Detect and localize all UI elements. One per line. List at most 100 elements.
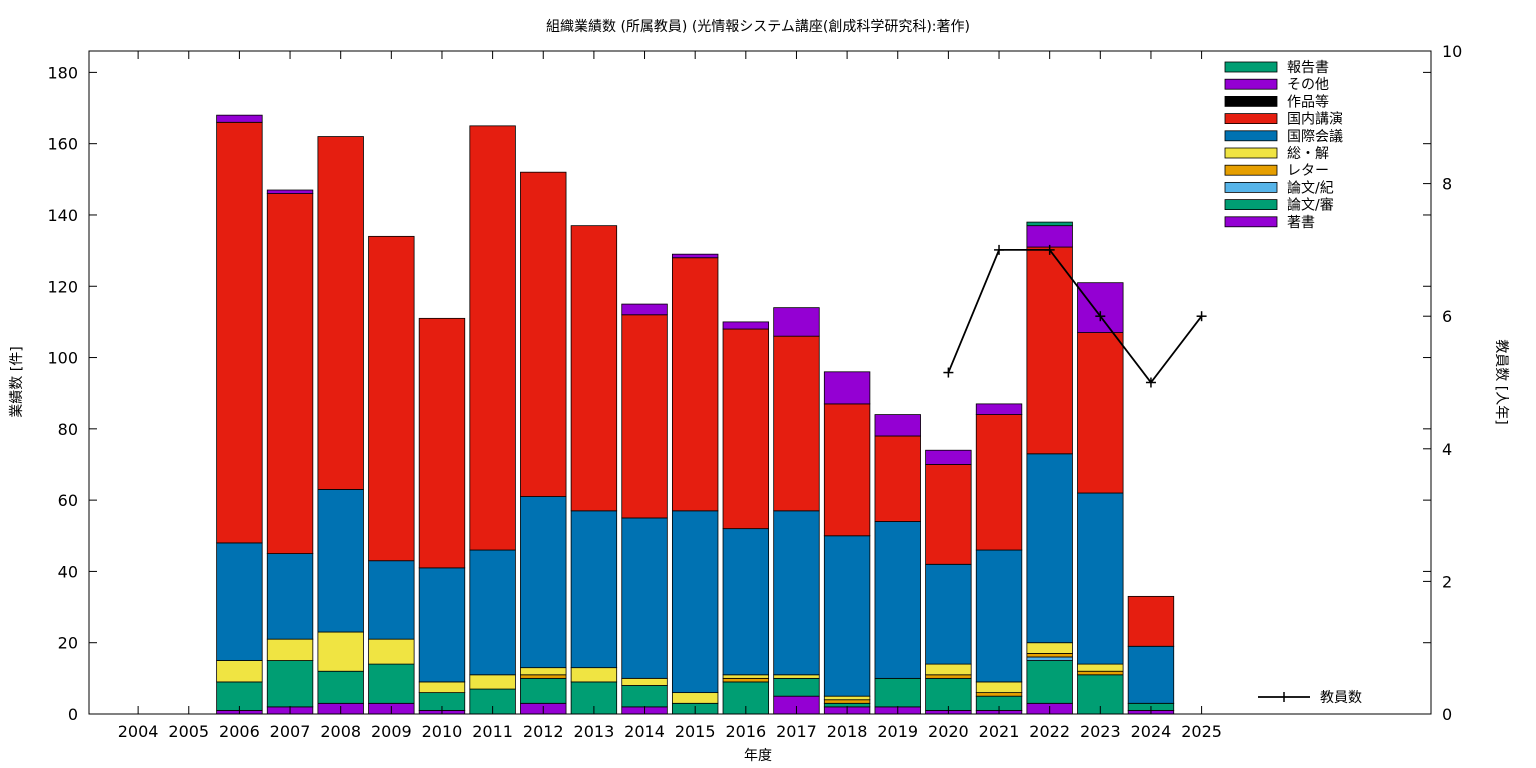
plot-area — [216, 114, 1207, 715]
bar-segment — [773, 677, 820, 697]
bar-segment — [1127, 645, 1175, 704]
legend-item: 報告書 — [1224, 60, 1329, 76]
bar-segment — [773, 335, 820, 512]
bar-segment — [317, 489, 364, 633]
bar-segment — [368, 560, 415, 640]
legend-item: 論文/紀 — [1224, 180, 1334, 196]
bar-segment — [317, 136, 364, 490]
bar-segment — [570, 510, 618, 669]
x-tick-label: 2009 — [371, 722, 412, 741]
bar-segment — [722, 328, 770, 530]
line-point — [1044, 244, 1055, 255]
bar-segment — [925, 449, 972, 465]
bar-segment — [1026, 225, 1073, 248]
bar-segment — [975, 692, 1023, 697]
bar-segment — [266, 193, 314, 554]
line-point — [943, 367, 954, 378]
legend-label: その他 — [1287, 77, 1329, 93]
bar-segment — [1026, 246, 1073, 455]
y2-tick-label: 4 — [1442, 440, 1452, 459]
bar-segment — [722, 528, 770, 676]
line-legend: 教員数 — [1258, 690, 1362, 706]
bar-segment — [469, 674, 516, 690]
y-tick-label: 140 — [47, 206, 78, 225]
bar-segment — [874, 521, 921, 679]
bar-segment — [368, 663, 415, 704]
bar-segment — [1026, 653, 1073, 658]
bar-segment — [671, 253, 719, 259]
bar-segment — [1026, 453, 1073, 644]
legend-label: 論文/紀 — [1287, 180, 1334, 196]
bar-segment — [520, 171, 567, 497]
bar-segment — [1077, 282, 1124, 333]
legend-item: 作品等 — [1224, 93, 1329, 110]
x-tick-label: 2011 — [472, 722, 513, 741]
y2-tick-label: 10 — [1442, 42, 1462, 61]
legend-item: 国際会議 — [1224, 128, 1343, 145]
bar-segment — [216, 681, 263, 711]
bar-segment — [317, 670, 364, 704]
bar-segment — [266, 553, 314, 640]
bar-segment — [773, 674, 820, 679]
legend-label: 論文/審 — [1287, 198, 1334, 214]
legend-label: 報告書 — [1287, 60, 1329, 76]
legend-swatch — [1224, 216, 1278, 228]
bar-segment — [975, 403, 1023, 415]
legend-swatch — [1224, 96, 1278, 107]
bar-segment — [823, 695, 871, 701]
x-tick-label: 2019 — [877, 722, 918, 741]
bar-segment — [671, 692, 719, 704]
bar-segment — [925, 563, 972, 665]
bar-segment — [216, 542, 263, 661]
bar-segment — [418, 317, 466, 569]
x-tick-label: 2022 — [1029, 722, 1070, 741]
legend-item: 論文/審 — [1224, 198, 1334, 214]
x-axis: 2004 2005 2006 2007 2008 2009 2010 2011 2012 2013… — [118, 51, 1222, 741]
bar-segment — [823, 535, 871, 697]
legend-item: 著書 — [1224, 215, 1315, 231]
bar-segment — [368, 235, 415, 562]
y2-tick-label: 6 — [1442, 307, 1452, 326]
bar-segment — [266, 660, 314, 708]
x-tick-label: 2025 — [1181, 722, 1222, 741]
bar-segment — [1026, 656, 1073, 661]
line-series-faculty — [947, 248, 1203, 384]
x-tick-label: 2012 — [523, 722, 564, 741]
y-tick-label: 0 — [68, 705, 78, 724]
bar-segment — [874, 435, 921, 522]
bar-segment — [621, 517, 668, 679]
legend-label: 著書 — [1287, 215, 1315, 231]
bar-segment — [621, 685, 668, 708]
y2-axis-label: 教員数 [人年] — [1493, 339, 1509, 424]
bar-segment — [266, 189, 314, 194]
bar-segment — [925, 674, 972, 679]
y-tick-label: 180 — [47, 63, 78, 82]
y-axis-label: 業績数 [件] — [9, 346, 25, 417]
bar-segment — [469, 549, 516, 676]
y-tick-label: 100 — [47, 349, 78, 368]
bar-segment — [1077, 332, 1124, 494]
x-tick-label: 2024 — [1131, 722, 1172, 741]
legend-swatch — [1224, 199, 1278, 211]
bar-segment — [975, 414, 1023, 551]
bar-segment — [1077, 670, 1124, 676]
x-tick-label: 2006 — [219, 722, 260, 741]
bar-segment — [418, 567, 466, 683]
x-tick-label: 2016 — [725, 722, 766, 741]
y2-tick-label: 0 — [1442, 705, 1452, 724]
bar-segment — [1026, 221, 1073, 227]
y-tick-label: 40 — [58, 562, 78, 581]
bar-segment — [520, 674, 567, 679]
bar-segment — [520, 677, 567, 704]
bar-segment — [469, 125, 516, 551]
bar-segment — [621, 314, 668, 519]
bar-segment — [1026, 660, 1073, 704]
legend-item: レター — [1224, 163, 1329, 179]
bar-segment — [368, 638, 415, 665]
legend-label: 総・解 — [1287, 146, 1329, 162]
line-legend-label: 教員数 — [1320, 690, 1362, 706]
bar-segment — [925, 663, 972, 676]
bar-segment — [621, 303, 668, 316]
bar-segment — [722, 677, 770, 683]
